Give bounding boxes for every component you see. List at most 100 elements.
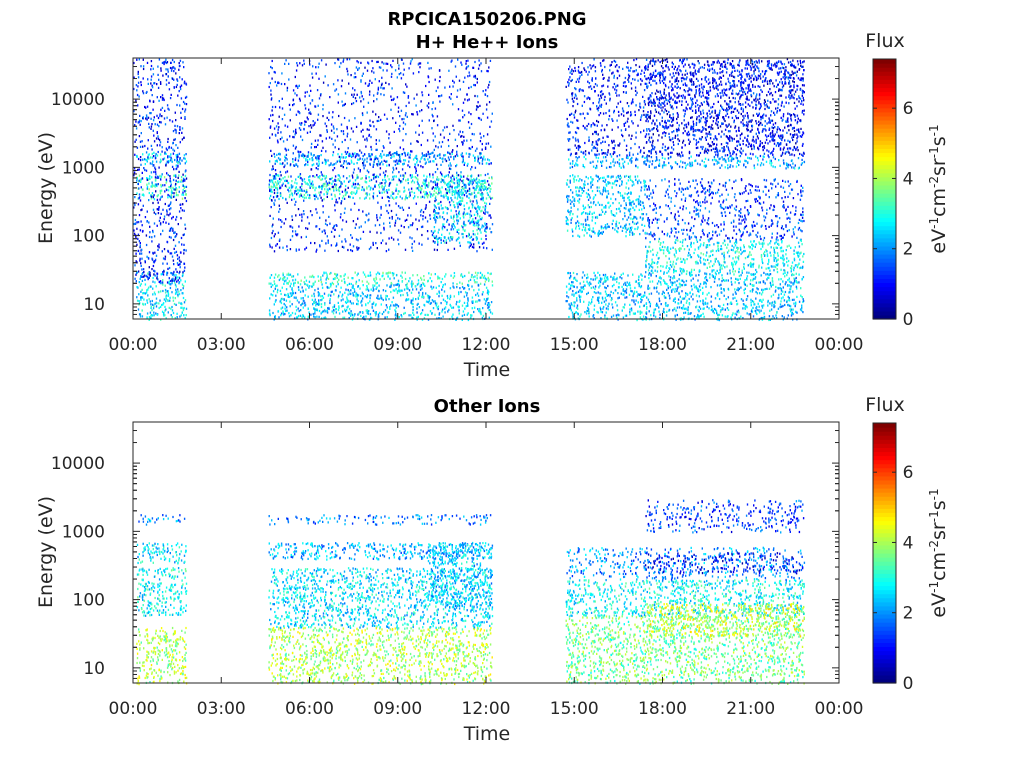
- flux-pixel: [291, 215, 292, 217]
- flux-pixel: [486, 203, 487, 205]
- flux-pixel: [305, 289, 306, 291]
- flux-pixel: [162, 75, 163, 77]
- flux-pixel: [479, 179, 480, 181]
- flux-pixel: [484, 230, 485, 232]
- flux-pixel: [482, 293, 483, 295]
- flux-pixel: [275, 178, 276, 180]
- flux-pixel: [278, 274, 279, 276]
- flux-pixel: [392, 274, 393, 276]
- flux-pixel: [316, 163, 317, 165]
- flux-pixel: [307, 228, 308, 230]
- flux-pixel: [368, 171, 369, 173]
- flux-pixel: [185, 193, 186, 195]
- flux-pixel: [416, 177, 417, 179]
- flux-pixel: [142, 224, 143, 226]
- flux-pixel: [340, 287, 341, 289]
- flux-pixel: [171, 184, 172, 186]
- flux-pixel: [136, 180, 137, 182]
- flux-pixel: [383, 154, 384, 156]
- flux-pixel: [375, 176, 376, 178]
- flux-pixel: [448, 139, 449, 141]
- flux-pixel: [463, 310, 464, 312]
- flux-pixel: [476, 229, 477, 231]
- flux-pixel: [403, 313, 404, 315]
- flux-pixel: [334, 194, 335, 196]
- flux-pixel: [174, 129, 175, 131]
- flux-pixel: [380, 295, 381, 297]
- flux-pixel: [279, 181, 280, 183]
- flux-pixel: [295, 282, 296, 284]
- flux-pixel: [405, 299, 406, 301]
- flux-pixel: [142, 292, 143, 294]
- flux-pixel: [354, 117, 355, 119]
- flux-pixel: [179, 260, 180, 262]
- flux-pixel: [397, 217, 398, 219]
- flux-pixel: [137, 94, 138, 96]
- flux-pixel: [458, 201, 459, 203]
- flux-pixel: [366, 187, 367, 189]
- flux-pixel: [138, 308, 139, 310]
- flux-pixel: [365, 177, 366, 179]
- flux-pixel: [478, 284, 479, 286]
- flux-pixel: [447, 192, 448, 194]
- flux-pixel: [588, 193, 589, 195]
- flux-pixel: [330, 164, 331, 166]
- flux-pixel: [274, 204, 275, 206]
- flux-pixel: [313, 284, 314, 286]
- flux-pixel: [135, 274, 136, 276]
- flux-pixel: [456, 301, 457, 303]
- flux-pixel: [304, 197, 305, 199]
- flux-pixel: [406, 86, 407, 88]
- flux-pixel: [388, 311, 389, 313]
- flux-pixel: [269, 313, 270, 315]
- flux-pixel: [167, 156, 168, 158]
- flux-pixel: [162, 184, 163, 186]
- flux-pixel: [350, 300, 351, 302]
- flux-pixel: [167, 268, 168, 270]
- flux-pixel: [306, 197, 307, 199]
- flux-pixel: [405, 220, 406, 222]
- flux-pixel: [622, 230, 623, 232]
- flux-pixel: [174, 189, 175, 191]
- flux-pixel: [152, 109, 153, 111]
- flux-pixel: [471, 236, 472, 238]
- flux-pixel: [420, 165, 421, 167]
- flux-pixel: [348, 289, 349, 291]
- flux-pixel: [477, 272, 478, 274]
- flux-pixel: [316, 174, 317, 176]
- flux-pixel: [280, 293, 281, 295]
- flux-pixel: [164, 216, 165, 218]
- flux-pixel: [452, 125, 453, 127]
- flux-pixel: [286, 306, 287, 308]
- flux-pixel: [441, 186, 442, 188]
- flux-pixel: [580, 195, 581, 197]
- flux-pixel: [597, 186, 598, 188]
- flux-pixel: [460, 217, 461, 219]
- flux-pixel: [178, 181, 179, 183]
- flux-pixel: [360, 100, 361, 102]
- flux-pixel: [419, 306, 420, 308]
- flux-pixel: [346, 177, 347, 179]
- flux-pixel: [638, 180, 639, 182]
- flux-pixel: [599, 230, 600, 232]
- flux-pixel: [572, 230, 573, 232]
- flux-pixel: [177, 147, 178, 149]
- flux-pixel: [485, 207, 486, 209]
- flux-pixel: [341, 295, 342, 297]
- flux-pixel: [170, 207, 171, 209]
- flux-pixel: [167, 104, 168, 106]
- flux-pixel: [439, 80, 440, 82]
- flux-pixel: [310, 314, 311, 316]
- flux-pixel: [602, 177, 603, 179]
- flux-pixel: [336, 224, 337, 226]
- flux-pixel: [428, 194, 429, 196]
- flux-pixel: [176, 192, 177, 194]
- flux-pixel: [143, 77, 144, 79]
- flux-pixel: [618, 176, 619, 178]
- flux-pixel: [159, 121, 160, 123]
- flux-pixel: [162, 250, 163, 252]
- flux-pixel: [369, 197, 370, 199]
- flux-pixel: [153, 185, 154, 187]
- flux-pixel: [489, 203, 490, 205]
- flux-pixel: [303, 210, 304, 212]
